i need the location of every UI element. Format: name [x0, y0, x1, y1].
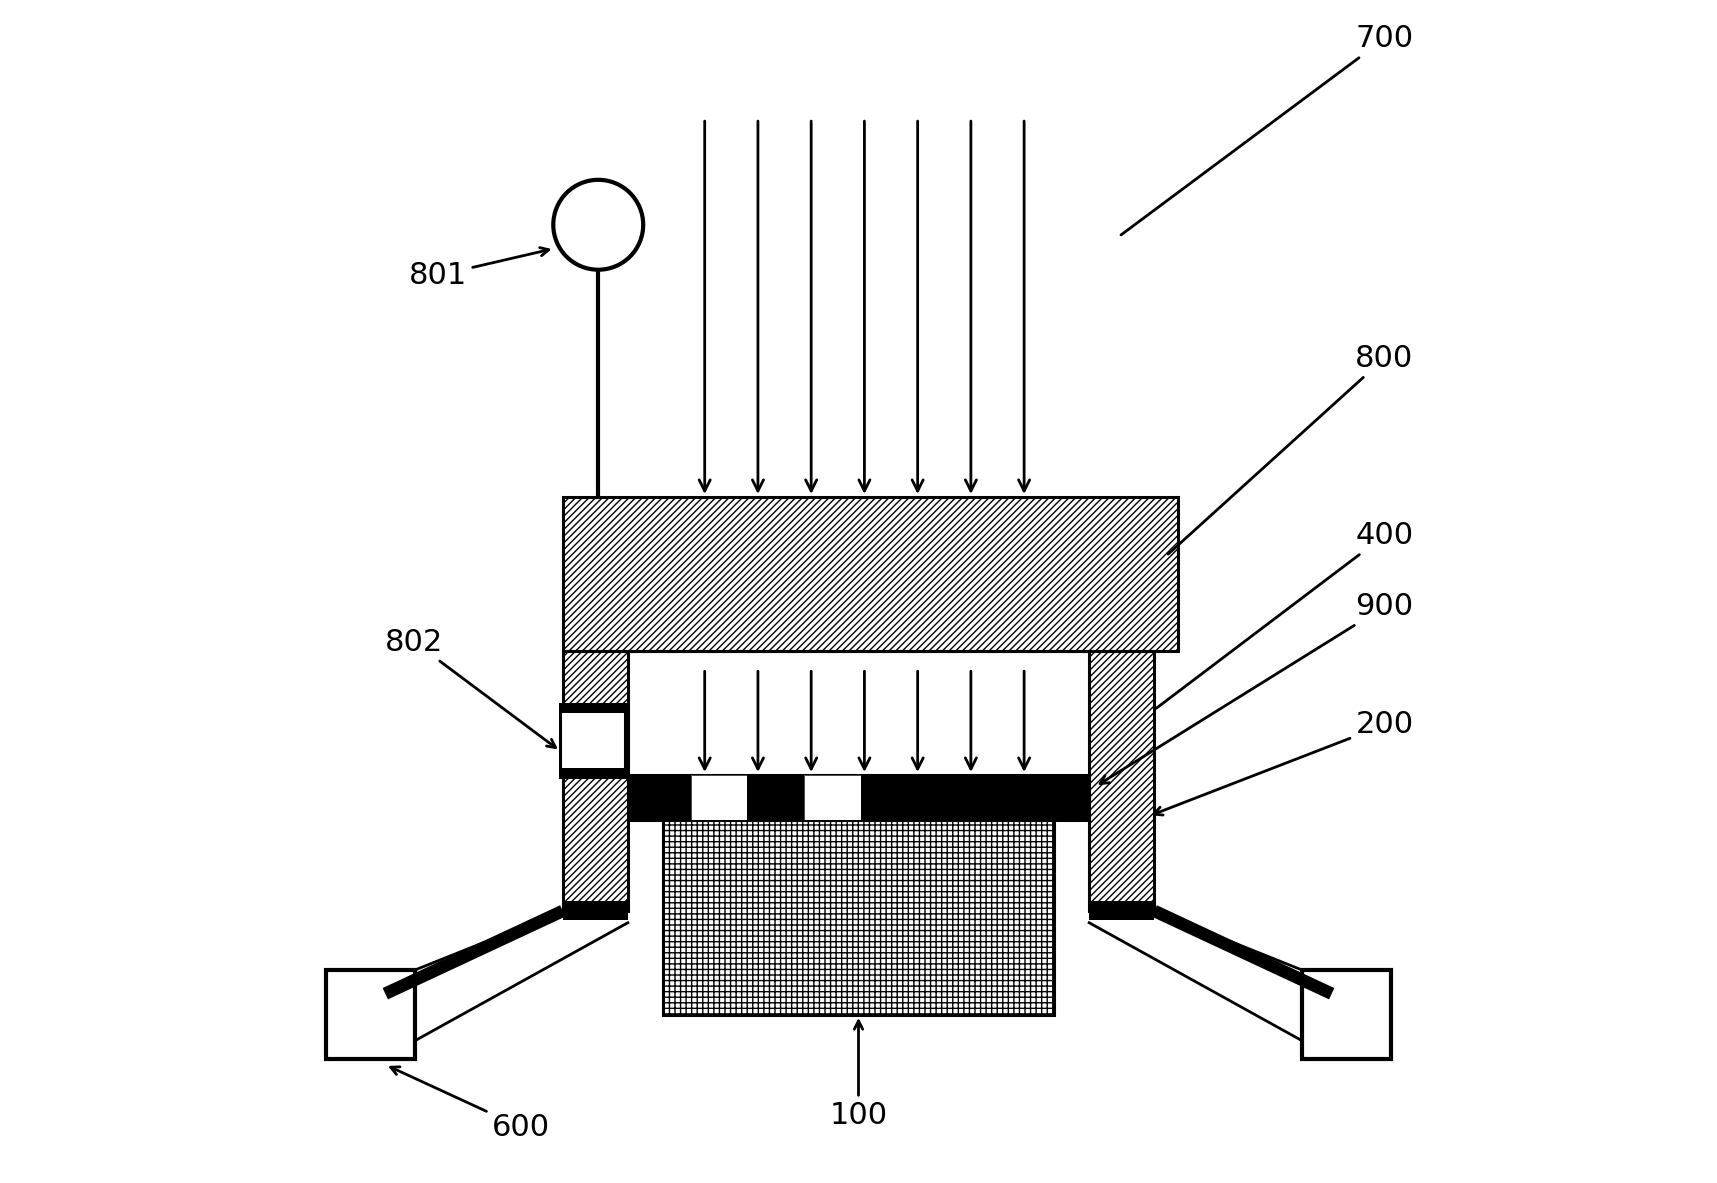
- Bar: [804, 775, 860, 820]
- Bar: [563, 901, 628, 920]
- Text: 600: 600: [391, 1067, 549, 1142]
- Bar: [628, 775, 1089, 820]
- Bar: [560, 704, 625, 777]
- Bar: [690, 775, 747, 820]
- Bar: [326, 970, 416, 1059]
- Bar: [1089, 901, 1154, 920]
- Text: 900: 900: [1101, 593, 1413, 783]
- Bar: [804, 775, 860, 820]
- Text: 700: 700: [1121, 25, 1413, 235]
- Bar: [563, 497, 1178, 651]
- Text: 400: 400: [1157, 522, 1413, 709]
- Bar: [563, 651, 628, 911]
- Bar: [560, 768, 625, 777]
- Bar: [560, 704, 625, 777]
- Bar: [1301, 970, 1391, 1059]
- Text: 802: 802: [385, 628, 556, 748]
- Text: 100: 100: [829, 1021, 888, 1130]
- Bar: [663, 820, 1054, 1015]
- Circle shape: [553, 180, 644, 270]
- Bar: [560, 704, 625, 713]
- Text: 200: 200: [1154, 711, 1413, 815]
- Text: 801: 801: [409, 247, 549, 290]
- Text: 800: 800: [1168, 344, 1413, 554]
- Bar: [1089, 651, 1154, 911]
- Bar: [690, 775, 747, 820]
